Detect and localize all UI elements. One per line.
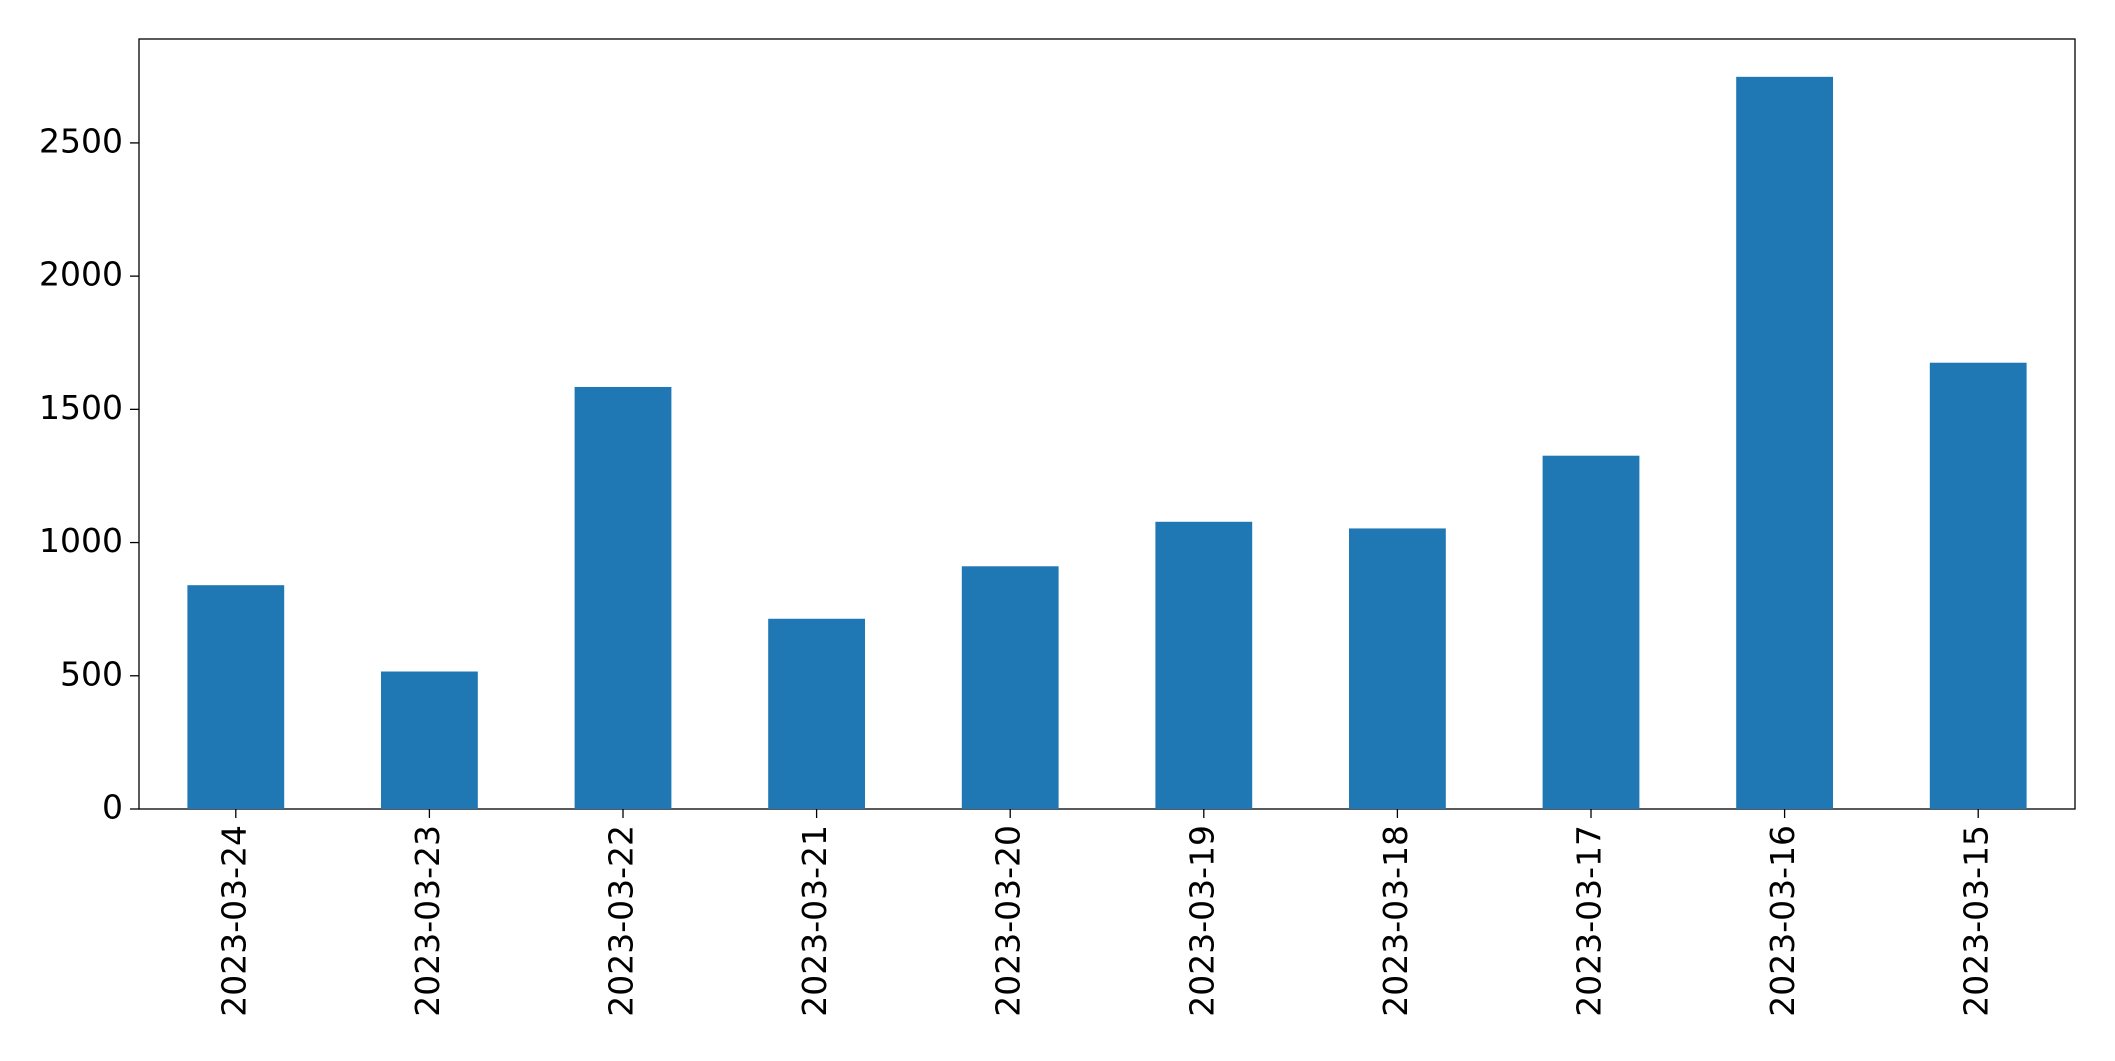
x-tick-label: 2023-03-19 [1182, 825, 1221, 1017]
bar [961, 566, 1059, 809]
y-tick-label: 1000 [39, 521, 123, 560]
y-tick-label: 0 [102, 788, 123, 827]
bar [1155, 521, 1253, 809]
bar [381, 671, 478, 809]
bar [187, 585, 285, 809]
y-tick-label: 2000 [39, 255, 123, 294]
x-tick-label: 2023-03-17 [1570, 825, 1609, 1017]
x-tick-label: 2023-03-20 [989, 825, 1028, 1017]
x-tick-label: 2023-03-23 [408, 825, 447, 1017]
x-tick-label: 2023-03-15 [1957, 825, 1996, 1017]
y-tick-label: 500 [60, 654, 123, 693]
bar [574, 386, 672, 809]
x-tick-label: 2023-03-24 [214, 825, 253, 1017]
plot-frame [138, 38, 2076, 810]
x-tick-label: 2023-03-21 [795, 825, 834, 1017]
x-tick-label: 2023-03-22 [602, 825, 641, 1017]
y-tick-label: 2500 [39, 121, 123, 160]
x-tick-label: 2023-03-18 [1376, 825, 1415, 1017]
bar [768, 618, 865, 809]
bar [1349, 528, 1446, 809]
bar [1542, 455, 1640, 809]
bar [1736, 76, 1833, 809]
y-tick-label: 1500 [39, 388, 123, 427]
bar [1929, 362, 2027, 809]
x-tick-label: 2023-03-16 [1763, 825, 1802, 1017]
